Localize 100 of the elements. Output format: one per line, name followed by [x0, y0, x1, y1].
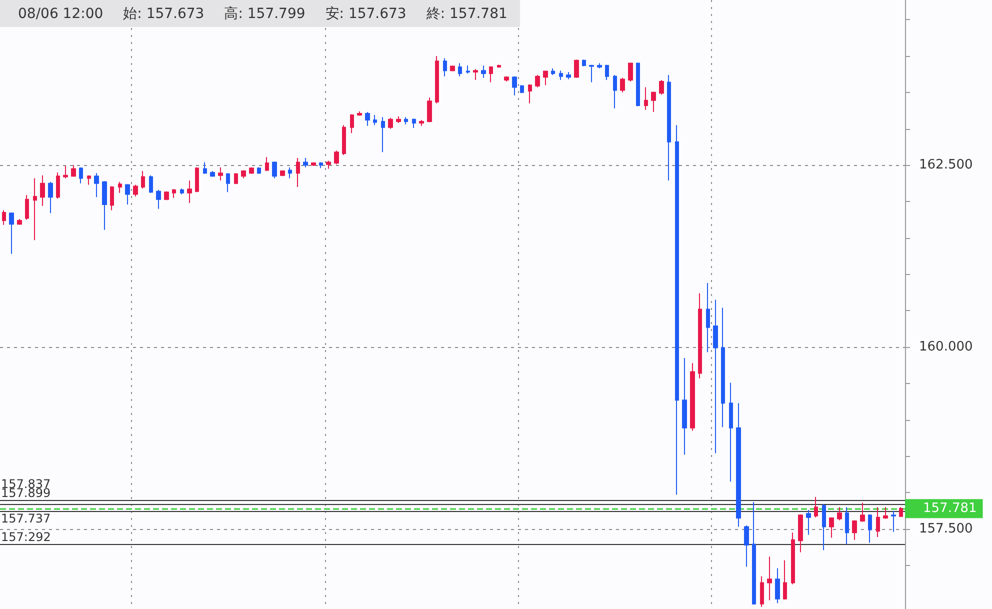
candlestick — [860, 502, 865, 522]
candlestick — [265, 156, 269, 172]
candlestick — [760, 576, 764, 608]
candlestick — [566, 72, 571, 80]
candlestick — [79, 166, 83, 184]
candlestick — [381, 116, 385, 153]
candlestick — [852, 520, 857, 540]
candlestick — [698, 292, 702, 379]
candlestick — [798, 514, 803, 553]
candlestick — [249, 166, 254, 174]
candlestick — [605, 64, 609, 81]
candlestick — [443, 58, 447, 77]
candlestick — [25, 194, 29, 220]
candlestick — [775, 568, 780, 604]
candlestick — [543, 70, 548, 86]
y-tick-label: 157.500 — [919, 521, 973, 536]
annotation: 始: 157.673 — [123, 4, 204, 22]
ref-line-label: 157.737 — [1, 512, 51, 526]
candlestick — [690, 362, 695, 432]
candlestick — [218, 166, 223, 181]
candlestick — [172, 188, 176, 198]
candlestick — [512, 76, 517, 96]
candlestick — [791, 532, 795, 585]
candlestick — [156, 189, 161, 210]
candlestick — [87, 174, 91, 186]
candlestick — [497, 64, 501, 68]
candlestick — [149, 174, 153, 194]
candlestick — [466, 64, 470, 74]
candlestick — [458, 62, 462, 77]
ref-line-label: 157:292 — [1, 530, 51, 544]
candlestick — [373, 114, 377, 126]
candlestick — [636, 62, 640, 107]
candlestick — [210, 170, 215, 178]
candlestick — [257, 166, 261, 174]
annotation: 08/06 12:00 — [18, 6, 104, 22]
candlestick — [628, 62, 633, 82]
candlestick — [729, 382, 733, 482]
candlestick — [319, 162, 323, 169]
candlestick — [845, 506, 849, 545]
candlestick — [597, 62, 602, 69]
candlestick — [682, 357, 687, 456]
candlestick — [876, 506, 880, 538]
candlestick — [71, 164, 76, 178]
candlestick — [203, 162, 207, 174]
candlestick — [226, 172, 230, 193]
candlestick — [574, 59, 579, 78]
candlestick — [481, 64, 486, 78]
candlestick — [164, 190, 169, 201]
candlestick — [783, 560, 787, 600]
candlestick — [280, 170, 285, 177]
candlestick — [435, 56, 439, 104]
candlestick — [63, 165, 68, 179]
candlestick — [33, 178, 37, 241]
candlestick — [2, 210, 6, 226]
candlestick — [342, 124, 346, 156]
candlestick — [48, 181, 53, 214]
candlestick — [450, 64, 455, 72]
candlestick — [427, 97, 432, 123]
candlestick — [589, 64, 594, 83]
candlestick — [528, 84, 532, 104]
candlestick — [141, 170, 145, 189]
candlestick — [473, 68, 478, 81]
candlestick — [721, 307, 725, 428]
candlestick — [350, 114, 354, 134]
candlestick — [388, 117, 393, 130]
candlestick — [489, 66, 493, 83]
candlestick — [311, 162, 316, 166]
candlestick — [195, 166, 199, 193]
candlestick — [620, 77, 625, 93]
candlestick — [706, 282, 710, 353]
candlestick — [675, 124, 679, 496]
candlestick — [396, 116, 401, 124]
candlestick — [357, 110, 362, 116]
candlestick — [234, 172, 238, 185]
candlestick — [899, 506, 903, 517]
candlestick — [272, 161, 277, 179]
candlestick — [180, 188, 184, 195]
candlestick — [868, 514, 872, 544]
candlestick — [667, 74, 671, 181]
candlestick — [736, 402, 741, 528]
annotation: 安: 157.673 — [325, 4, 406, 22]
candlestick — [659, 80, 664, 96]
candlestick — [102, 180, 107, 230]
candlestick — [883, 506, 888, 520]
candlestick — [9, 212, 14, 254]
candlestick — [713, 299, 718, 454]
candlestick — [613, 74, 617, 109]
candlestick — [326, 160, 331, 170]
candlestick — [241, 170, 246, 179]
y-tick-label: 162.500 — [919, 158, 973, 173]
candlestick — [412, 118, 416, 129]
candlestick — [814, 496, 818, 518]
candlestick — [125, 184, 130, 205]
candlestick — [520, 84, 524, 94]
candlestick — [288, 166, 292, 179]
candlestick — [118, 181, 122, 194]
candlestick — [504, 76, 509, 82]
candlestick — [829, 516, 834, 538]
candlestick — [56, 172, 60, 200]
candlestick — [187, 180, 192, 204]
